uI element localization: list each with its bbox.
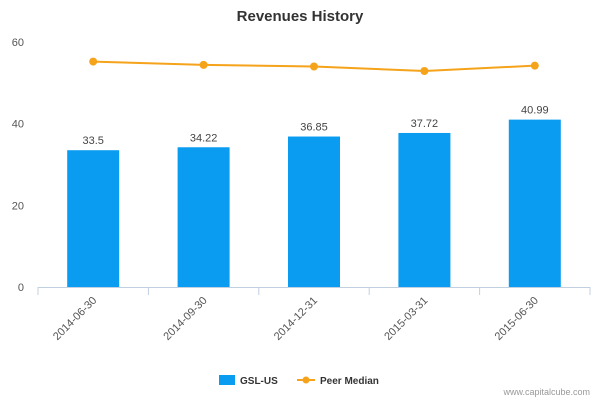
x-tick-label: 2015-03-31 (382, 295, 430, 343)
bar-data-label: 34.22 (190, 132, 218, 144)
peer-median-series (89, 57, 539, 75)
bar[interactable] (398, 132, 451, 287)
bar-data-label: 37.72 (411, 118, 439, 130)
y-tick-label: 40 (12, 119, 24, 131)
bar[interactable] (177, 147, 230, 287)
x-tick-label: 2014-09-30 (161, 295, 209, 343)
x-tick-label: 2014-06-30 (51, 295, 99, 343)
peer-median-point[interactable] (199, 60, 208, 69)
bar[interactable] (508, 119, 561, 287)
legend-label-gsl-us: GSL-US (240, 376, 278, 387)
peer-median-point[interactable] (310, 62, 318, 71)
peer-median-point[interactable] (530, 61, 539, 70)
peer-median-point[interactable] (89, 57, 98, 66)
bar-data-label: 33.5 (82, 135, 103, 147)
legend-label-peer-median: Peer Median (320, 376, 379, 387)
bar[interactable] (67, 150, 120, 287)
y-tick-label: 60 (12, 37, 24, 49)
chart-title: Revenues History (237, 8, 364, 25)
bar-data-labels: 33.5 34.22 36.85 37.72 40.99 (82, 105, 548, 148)
bar[interactable] (288, 136, 340, 287)
legend[interactable]: GSL-US Peer Median (219, 375, 379, 387)
y-tick-label: 20 (12, 200, 24, 212)
legend-marker-peer-median (302, 376, 310, 384)
legend-swatch-gsl-us (219, 375, 235, 385)
legend-item-peer-median[interactable]: Peer Median (297, 376, 379, 387)
x-axis: 2014-06-30 2014-09-30 2014-12-31 2015-03-31… (37, 287, 591, 343)
y-axis: 0 20 40 60 (12, 37, 24, 294)
credit-text: www.capitalcube.com (502, 387, 590, 397)
bar-series (67, 119, 561, 287)
bar-data-label: 36.85 (300, 122, 328, 134)
x-tick-label: 2015-06-30 (493, 295, 541, 343)
bar-data-label: 40.99 (521, 105, 549, 117)
peer-median-point[interactable] (420, 66, 429, 75)
legend-item-gsl-us[interactable]: GSL-US (219, 375, 278, 387)
x-tick-label: 2014-12-31 (272, 295, 320, 343)
y-tick-label: 0 (18, 282, 24, 294)
